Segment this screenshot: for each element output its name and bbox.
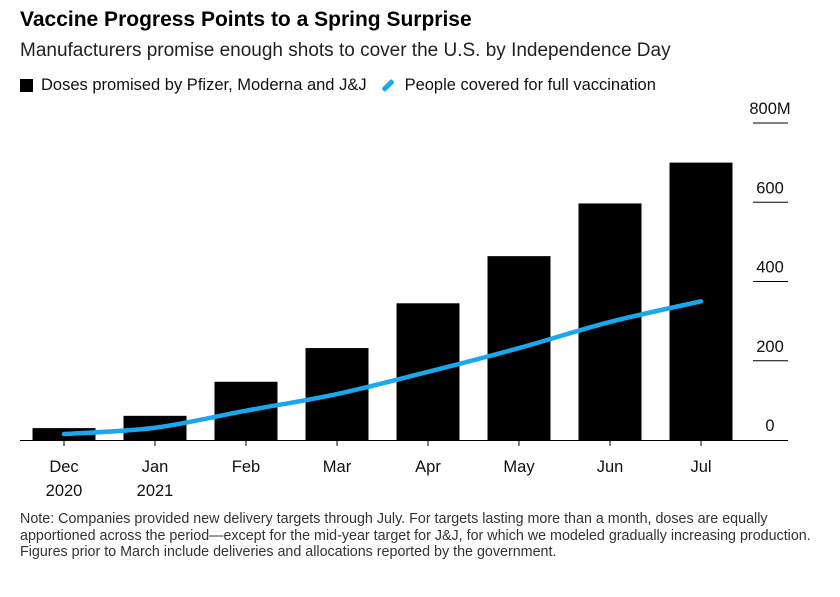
y-tick-label: 400 xyxy=(756,259,784,277)
chart-legend: Doses promised by Pfizer, Moderna and J&… xyxy=(20,76,656,95)
chart-title: Vaccine Progress Points to a Spring Surp… xyxy=(20,8,472,31)
x-tick-label: May xyxy=(503,458,535,476)
legend-label-people: People covered for full vaccination xyxy=(404,76,656,94)
x-tick-label: Apr xyxy=(415,458,441,476)
legend-item-doses: Doses promised by Pfizer, Moderna and J&… xyxy=(20,76,367,95)
x-tick-label: Jul xyxy=(690,458,711,476)
y-tick-label: 0 xyxy=(765,417,774,435)
x-tick-label: Dec 2020 xyxy=(46,458,83,500)
chart-note: Note: Companies provided new delivery ta… xyxy=(20,511,811,560)
y-tick-label: 800M xyxy=(749,100,790,118)
x-tick-label: Jan 2021 xyxy=(137,458,174,500)
legend-item-people: People covered for full vaccination xyxy=(367,76,656,95)
y-tick-label: 200 xyxy=(756,338,784,356)
x-tick-label: Feb xyxy=(232,458,260,476)
x-tick-label: Mar xyxy=(323,458,352,476)
chart-plot: 0 200 400 600 800M Dec 2020 Jan 2021 Feb Mar Apr May… xyxy=(20,100,791,500)
x-tick-label: Jun xyxy=(597,458,624,476)
legend-label-doses: Doses promised by Pfizer, Moderna and J&… xyxy=(41,76,367,94)
y-tick-label: 600 xyxy=(756,179,784,197)
line-series-people xyxy=(61,299,704,437)
legend-swatch-bar xyxy=(20,79,33,92)
chart-subtitle: Manufacturers promise enough shots to co… xyxy=(20,40,671,61)
